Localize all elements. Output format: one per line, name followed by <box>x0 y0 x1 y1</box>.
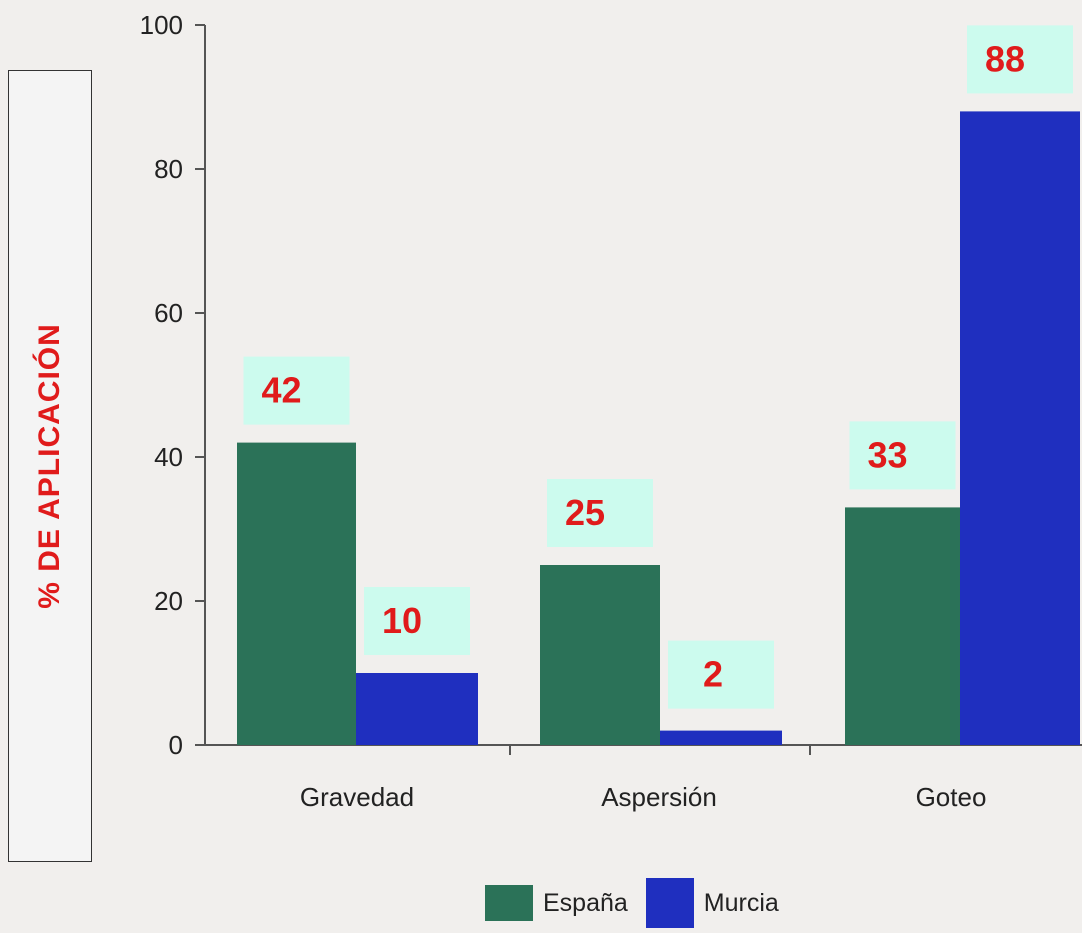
legend-swatch-espana <box>485 885 533 921</box>
value-label-box-0-2 <box>849 421 956 490</box>
value-label-box-0-0 <box>243 356 350 425</box>
bar-murcia-gravedad <box>356 673 478 745</box>
value-label-1-2: 88 <box>985 38 1025 79</box>
value-label-0-2: 33 <box>867 434 907 475</box>
y-tick-label-100: 100 <box>140 10 183 40</box>
y-tick-label-60: 60 <box>154 298 183 328</box>
value-label-1-0: 10 <box>382 600 422 641</box>
legend-item-espana: España <box>485 885 628 921</box>
value-label-box-1-1 <box>668 640 774 709</box>
bar-espaa-gravedad <box>237 442 356 745</box>
y-tick-label-20: 20 <box>154 586 183 616</box>
y-tick-label-0: 0 <box>169 730 183 760</box>
value-label-1-1: 2 <box>703 654 723 695</box>
y-tick-label-80: 80 <box>154 154 183 184</box>
category-label-1: Aspersión <box>601 782 717 812</box>
value-label-0-1: 25 <box>565 492 605 533</box>
value-label-box-1-0 <box>364 587 470 655</box>
legend: España Murcia <box>485 878 797 928</box>
category-label-2: Goteo <box>916 782 987 812</box>
bar-chart: 0 20 40 60 80 100 42 10 Gravedad 25 2 Aspersión 33 88… <box>140 10 1082 812</box>
legend-label-espana: España <box>543 888 628 917</box>
y-axis-label-box: % DE APLICACIÓN <box>8 70 92 862</box>
legend-swatch-murcia <box>645 878 694 928</box>
value-label-0-0: 42 <box>261 370 301 411</box>
y-tick-label-40: 40 <box>154 442 183 472</box>
category-label-0: Gravedad <box>300 782 414 812</box>
value-label-box-0-1 <box>547 479 653 547</box>
value-label-box-1-2 <box>967 25 1073 94</box>
bar-murcia-goteo <box>960 111 1080 745</box>
bar-espaa-aspersin <box>540 565 660 745</box>
bar-murcia-aspersin <box>660 730 782 745</box>
legend-label-murcia: Murcia <box>703 888 779 917</box>
legend-item-murcia: Murcia <box>645 878 779 928</box>
bar-espaa-goteo <box>845 507 960 745</box>
